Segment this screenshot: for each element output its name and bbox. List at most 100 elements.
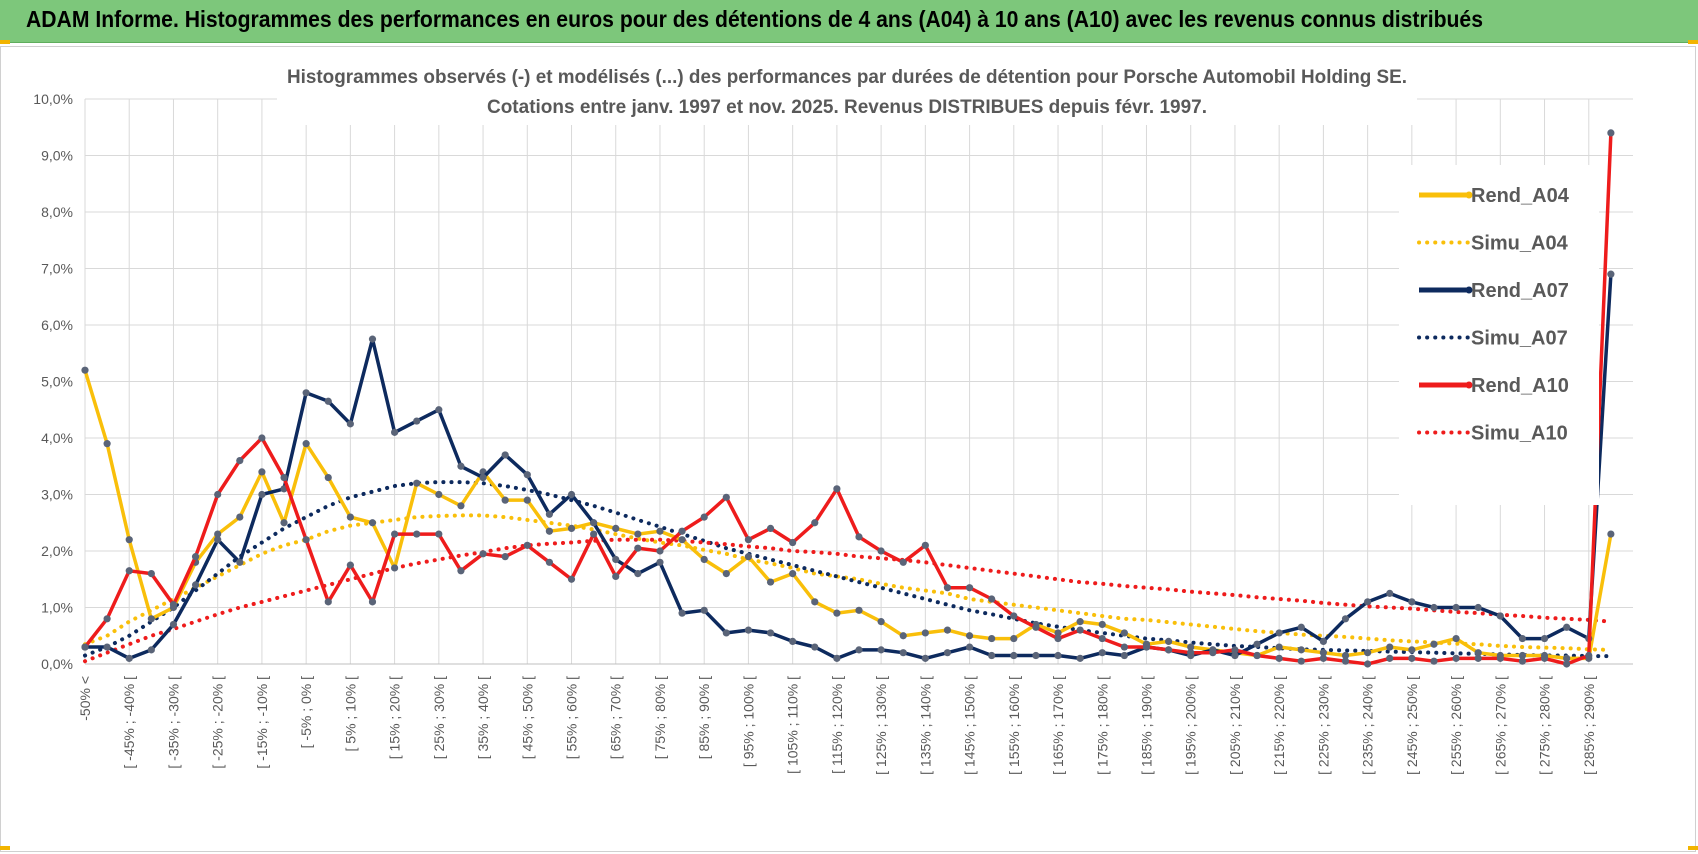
series-line-simu_a04 [83,513,1613,652]
data-point [1054,651,1062,660]
data-point [81,643,89,651]
x-tick-label: [ 255% ; 260% [ [1448,676,1464,775]
data-point [457,462,465,470]
data-point [1430,640,1438,648]
data-point [590,519,598,527]
data-point [1319,649,1327,657]
data-point [1408,646,1416,654]
y-tick-label: 4,0% [41,430,73,446]
data-point [744,626,753,634]
x-tick-label: [ -35% ; -30% [ [165,676,181,769]
data-point [921,629,929,637]
data-point [1540,634,1549,643]
x-tick-label: [ 235% ; 240% [ [1360,676,1376,775]
x-tick-label: [ 215% ; 220% [ [1271,676,1287,775]
data-point [1341,615,1350,623]
data-point [1231,651,1239,660]
data-point [324,397,332,405]
data-point [1297,657,1305,665]
data-point [1518,651,1527,660]
data-point [1120,629,1128,637]
x-tick-label: [ 65% ; 70% [ [608,676,624,759]
data-point [1474,654,1482,662]
y-tick-label: 7,0% [41,261,73,277]
data-point [833,485,841,493]
data-point [1319,654,1327,662]
data-point [1275,654,1283,662]
data-point [1231,646,1239,654]
data-point [457,567,465,575]
data-point [1518,634,1527,643]
data-point [1563,660,1571,668]
data-point [147,615,155,623]
data-point [789,538,797,547]
data-point [965,632,974,640]
data-point [147,646,155,654]
data-point [789,637,797,646]
data-point [1165,637,1173,646]
data-point [1297,646,1305,654]
data-point [391,530,399,538]
data-point [811,643,819,651]
data-point [258,468,266,476]
x-tick-label: [ -15% ; -10% [ [254,676,270,769]
data-point [435,490,443,499]
data-point [1032,623,1040,631]
x-tick-label: [ 125% ; 130% [ [873,676,889,775]
data-point [1496,612,1504,620]
data-point [965,643,974,651]
data-point [590,530,598,538]
legend-marker [1465,191,1473,199]
corner-mark [0,40,10,44]
data-point [766,524,775,532]
data-point [1010,634,1018,643]
data-point [169,620,178,629]
x-tick-label: [ 95% ; 100% [ [740,676,756,767]
chart-title-line: Histogrammes observés (-) et modélisés (… [287,67,1407,88]
data-point [612,524,620,532]
data-point [1386,643,1394,651]
series-line-rend_a04 [83,369,1613,661]
data-point [811,598,819,606]
data-point [1187,649,1195,657]
data-point [1297,623,1305,631]
data-point [722,570,730,578]
data-point [833,654,841,662]
legend-label: Rend_A04 [1471,185,1570,207]
data-point [1364,660,1372,668]
data-point [899,649,907,657]
data-point [324,473,332,482]
data-point [368,598,377,606]
x-tick-label: [ 245% ; 250% [ [1404,676,1420,775]
legend-marker [1465,286,1473,294]
data-point [435,406,443,414]
x-tick-label: [ 165% ; 170% [ [1050,676,1066,775]
data-point [302,536,310,544]
data-point [943,649,952,657]
data-point [855,533,863,541]
chart-frame: 0,0% 1,0% 2,0% 3,0% 4,0% 5,0% 6,0% 7,0% 8,0% 9,0%… [0,46,1696,852]
legend-label: Rend_A10 [1471,375,1569,397]
data-point [214,490,222,499]
data-point [811,519,819,527]
data-point [988,651,996,660]
data-point [501,451,509,459]
data-point [855,606,863,614]
legend-label: Simu_A04 [1471,233,1569,255]
data-point [125,567,133,575]
y-tick-label: 2,0% [41,543,73,559]
series-line-rend_a07 [85,273,1613,661]
data-point [1275,643,1283,651]
chart-title-line: Cotations entre janv. 1997 et nov. 2025.… [487,97,1207,118]
y-tick-label: 6,0% [41,317,73,333]
data-point [1452,654,1460,662]
y-tick-label: 3,0% [41,487,73,503]
x-tick-label: [ -25% ; -20% [ [210,676,226,769]
data-point [391,564,399,572]
data-point [1540,654,1549,662]
data-point [766,578,775,586]
data-point [1209,649,1217,657]
data-point [656,558,664,566]
data-point [191,581,200,589]
data-point [833,609,841,617]
